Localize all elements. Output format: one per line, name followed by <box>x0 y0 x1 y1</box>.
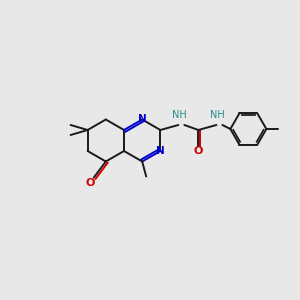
Text: NH: NH <box>210 110 225 120</box>
Text: NH: NH <box>172 110 187 120</box>
Text: N: N <box>138 115 147 124</box>
Text: O: O <box>85 178 94 188</box>
Text: O: O <box>194 146 203 156</box>
Text: N: N <box>156 146 165 156</box>
